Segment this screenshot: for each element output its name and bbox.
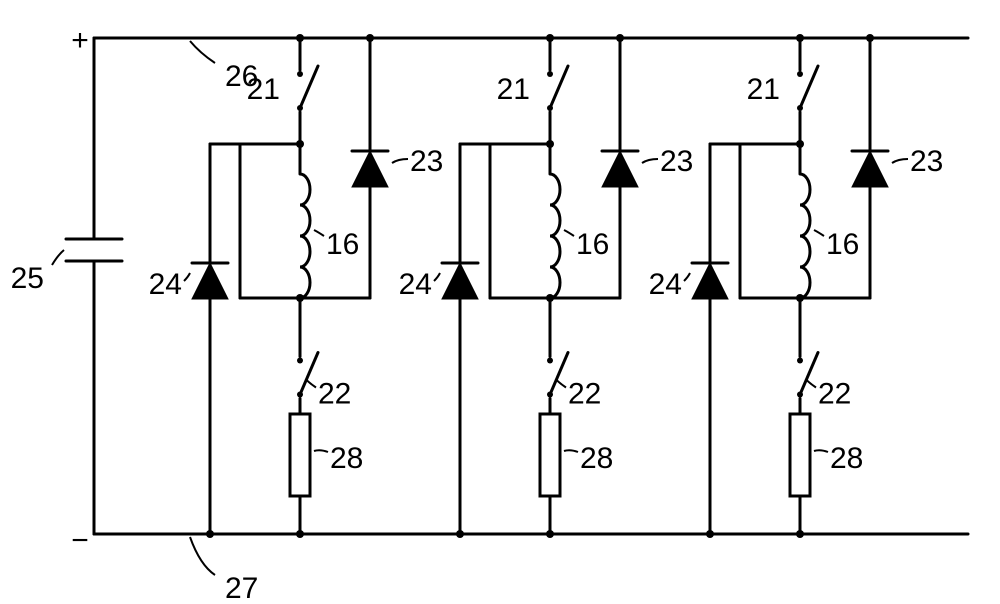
svg-text:22: 22 — [818, 377, 851, 410]
svg-text:28: 28 — [580, 442, 613, 475]
svg-text:16: 16 — [576, 228, 609, 261]
circuit-schematic: +−26272521162228232421162228232421162228… — [0, 0, 1000, 604]
svg-text:+: + — [71, 24, 89, 57]
svg-text:23: 23 — [910, 145, 943, 178]
svg-text:24: 24 — [399, 268, 432, 301]
svg-text:21: 21 — [247, 73, 280, 106]
svg-text:23: 23 — [410, 145, 443, 178]
svg-text:21: 21 — [747, 73, 780, 106]
svg-text:25: 25 — [11, 262, 44, 295]
svg-text:22: 22 — [318, 377, 351, 410]
svg-text:16: 16 — [826, 228, 859, 261]
svg-text:−: − — [71, 524, 89, 557]
svg-text:16: 16 — [326, 228, 359, 261]
svg-text:28: 28 — [330, 442, 363, 475]
svg-text:22: 22 — [568, 377, 601, 410]
svg-text:28: 28 — [830, 442, 863, 475]
svg-text:23: 23 — [660, 145, 693, 178]
svg-text:21: 21 — [497, 73, 530, 106]
svg-text:24: 24 — [649, 268, 682, 301]
svg-text:27: 27 — [225, 572, 258, 604]
svg-text:24: 24 — [149, 268, 182, 301]
